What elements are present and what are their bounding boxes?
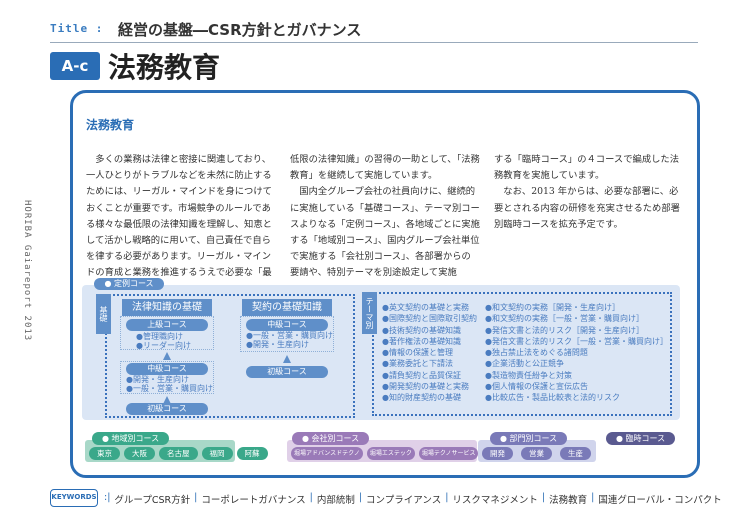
basic-tab: 基礎 <box>96 294 111 334</box>
theme-item: ●開発契約の基礎と実務 <box>382 382 469 392</box>
list-item: ●一般・営業・購買向け <box>126 384 213 393</box>
regional-tag: 名古屋 <box>159 446 198 460</box>
contract-intermediate-box <box>240 316 334 352</box>
separator: | <box>358 492 363 503</box>
department-course-group: 開発 営業 生産 <box>478 440 596 462</box>
list-item: ●管理職向け <box>136 332 183 341</box>
regional-course-group: 東京 大阪 名古屋 福岡 阿蘇 <box>85 440 268 462</box>
theme-list-1: ●英文契約の基礎と実務 ●国際契約と国際取引契約 ●技術契約の基礎知識 ●著作権法の基… <box>382 302 477 404</box>
department-course-label: ● 部門別コース <box>490 432 568 445</box>
regional-course-label: ● 地域別コース <box>92 432 170 445</box>
department-tag: 生産 <box>560 446 591 460</box>
theme-item: ●請負契約と品質保証 <box>382 370 461 380</box>
theme-tab: テーマ別 <box>362 292 377 334</box>
separator: | <box>309 492 313 503</box>
theme-item: ●情報の保護と管理 <box>382 348 453 358</box>
keywords-list: :| グループCSR方針 | コーポレートガバナンス | 内部統制 | コンプライアンス | リス… <box>104 492 722 506</box>
header-title: 経営の基盤―CSR方針とガバナンス <box>118 21 362 39</box>
body-column-1: 多くの業務は法律と密接に関連しており、一人ひとりがトラブルなどを未然に防止するた… <box>86 154 272 279</box>
regional-tag: 東京 <box>89 446 120 460</box>
theme-item: ●発信文書と法的リスク［開発・生産向け］ <box>485 325 644 335</box>
theme-item: ●和文契約の実務［開発・生産向け］ <box>485 303 620 312</box>
intermediate-box <box>120 361 214 394</box>
department-tag: 営業 <box>521 446 552 460</box>
theme-item: ●知的財産契約の基礎 <box>382 393 461 403</box>
company-tag: 堀場テクノサービス <box>418 446 479 460</box>
theme-item: ●業務委託と下請法 <box>382 359 453 369</box>
contract-beginner: 初級コース <box>246 366 328 378</box>
theme-item: ●製造物責任紛争と対策 <box>485 370 572 380</box>
company-tag: 堀場アドバンスドテクノ <box>291 446 363 460</box>
separator: | <box>591 492 595 503</box>
body-column-2: 低限の法律知識」の習得の一助として、「法務教育」を継続して実施しています。 国内… <box>290 154 480 279</box>
theme-item: ●個人情報の保護と宣伝広告 <box>485 382 588 392</box>
theme-item: ●発信文書と法的リスク［一般・営業・購買向け］ <box>485 336 668 346</box>
keyword: コンプライアンス <box>366 495 442 506</box>
regional-tag: 阿蘇 <box>236 446 268 460</box>
keyword: 法務教育 <box>549 495 588 506</box>
list-item: ●リーダー向け <box>136 341 191 350</box>
separator: | <box>194 492 198 503</box>
separator: | <box>445 492 449 503</box>
theme-item: ●英文契約の基礎と実務 <box>382 303 469 312</box>
content-panel <box>70 90 700 478</box>
theme-item: ●国際契約と国際取引契約 <box>382 314 477 324</box>
theme-item: ●企業活動と公正競争 <box>485 359 564 369</box>
contract-intermediate: 中級コース <box>246 319 328 331</box>
separator: :| <box>104 492 111 503</box>
regional-tag: 大阪 <box>124 446 155 460</box>
adhoc-course-label: ● 臨時コース <box>606 432 676 445</box>
company-course-group: 堀場アドバンスドテクノ 堀場エステック 堀場テクノサービス <box>287 440 479 462</box>
theme-item: ●比較広告・製品比較表と法的リスク <box>485 393 620 403</box>
keyword: リスクマネジメント <box>452 495 538 506</box>
theme-list-2: ●和文契約の実務［開発・生産向け］ ●和文契約の実務［一般・営業・購買向け］ ●発信… <box>485 302 668 404</box>
legal-advanced: 上級コース <box>126 319 208 331</box>
keyword: 内部統制 <box>316 495 355 506</box>
theme-box <box>372 292 672 416</box>
theme-item: ●和文契約の実務［一般・営業・購買向け］ <box>485 314 644 324</box>
company-tag: 堀場エステック <box>366 446 415 460</box>
page-title: 法務教育 <box>108 51 221 84</box>
legal-title: 法律知識の基礎 <box>122 299 212 316</box>
legal-beginner: 初級コース <box>126 403 208 415</box>
arrow-up-icon <box>283 355 291 363</box>
divider <box>50 42 698 43</box>
keyword: グループCSR方針 <box>114 495 191 506</box>
theme-item: ●独占禁止法をめぐる諸問題 <box>485 348 588 358</box>
arrow-up-icon <box>163 396 171 404</box>
basic-box <box>105 294 355 418</box>
arrow-up-icon <box>163 352 171 360</box>
theme-item: ●技術契約の基礎知識 <box>382 325 461 335</box>
theme-item: ●著作権法の基礎知識 <box>382 336 461 346</box>
department-tag: 開発 <box>482 446 513 460</box>
body-column-3: する「臨時コース」の４コースで編成した法務教育を実施しています。 なお、2013… <box>494 154 680 230</box>
separator: | <box>541 492 546 503</box>
side-text: HORIBA Gaiareport 2013 <box>22 200 32 342</box>
keyword: 国連グローバル・コンパクト <box>598 495 722 506</box>
section-heading: 法務教育 <box>86 118 135 132</box>
company-course-label: ● 会社別コース <box>292 432 370 445</box>
regional-tag: 福岡 <box>201 446 233 460</box>
contract-title: 契約の基礎知識 <box>242 299 332 316</box>
list-item: ●一般・営業・購買向け <box>246 331 333 340</box>
advanced-box <box>120 316 214 350</box>
section-badge: A-c <box>50 52 100 80</box>
keywords-label: KEYWORDS <box>50 489 98 507</box>
legal-intermediate: 中級コース <box>126 363 208 375</box>
regular-course-label: ● 定例コース <box>94 278 164 290</box>
list-item: ●開発・生産向け <box>246 340 309 349</box>
title-label: Title : <box>50 22 104 35</box>
list-item: ●開発・生産向け <box>126 375 189 384</box>
keyword: コーポレートガバナンス <box>201 495 306 506</box>
